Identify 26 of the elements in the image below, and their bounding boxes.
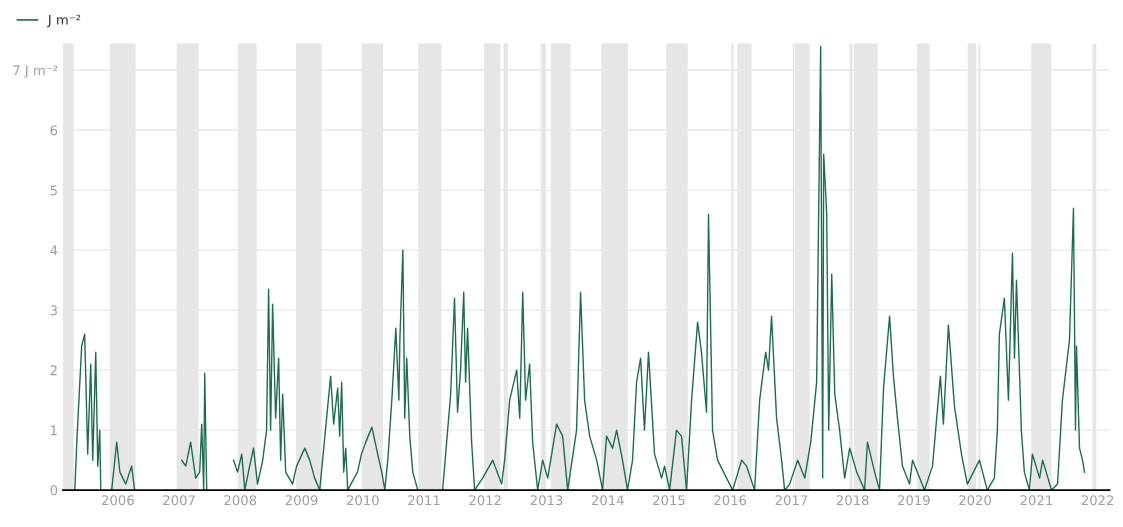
- x-tick-label: 2011: [408, 495, 440, 506]
- x-tick-label: 2022: [1081, 495, 1114, 506]
- y-tick-label: 5: [50, 185, 57, 196]
- x-tick-label: 2012: [469, 495, 501, 506]
- x-tick-label: 2019: [898, 495, 930, 506]
- x-tick-label: 2015: [653, 495, 685, 506]
- y-tick-label: 3: [50, 305, 57, 316]
- x-tick-label: 2008: [224, 495, 257, 506]
- x-tick-label: 2010: [346, 495, 379, 506]
- x-tick-label: 2009: [285, 495, 318, 506]
- y-tick-label: 4: [50, 245, 58, 256]
- legend-label: J m⁻²: [47, 14, 81, 28]
- x-tick-label: 2020: [959, 495, 991, 506]
- y-tick-label: 1: [51, 425, 57, 436]
- y-tick-label: 2: [50, 365, 57, 376]
- y-tick-label: 6: [50, 125, 58, 136]
- x-tick-label: 2006: [102, 495, 134, 506]
- x-tick-label: 2014: [591, 495, 624, 506]
- y-tick-label: 0: [50, 485, 58, 496]
- x-tick-label: 2013: [530, 495, 563, 506]
- x-tick-label: 2007: [163, 495, 195, 506]
- x-tick-label: 2017: [775, 495, 808, 506]
- x-tick-label: 2021: [1020, 495, 1052, 506]
- y-tick-label: 7 J m⁻²: [13, 65, 58, 78]
- x-tick-label: 2016: [714, 495, 747, 506]
- x-tick-label: 2018: [836, 495, 869, 506]
